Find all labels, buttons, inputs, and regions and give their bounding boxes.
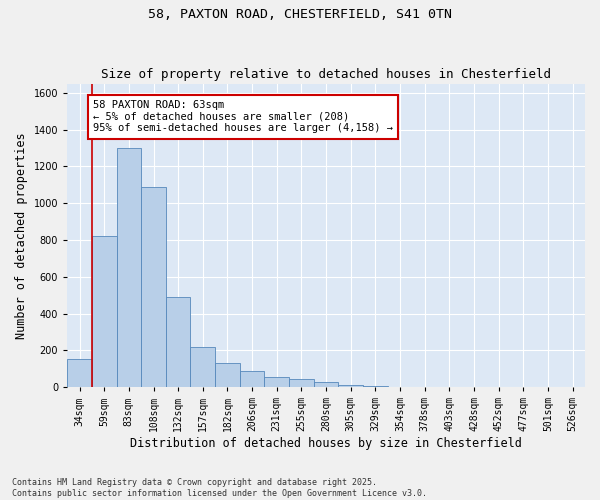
Bar xyxy=(116,148,141,387)
Bar xyxy=(166,297,190,387)
Title: Size of property relative to detached houses in Chesterfield: Size of property relative to detached ho… xyxy=(101,68,551,81)
Bar xyxy=(338,386,363,387)
Bar xyxy=(388,386,412,387)
Bar xyxy=(190,346,215,387)
Bar xyxy=(314,382,338,387)
X-axis label: Distribution of detached houses by size in Chesterfield: Distribution of detached houses by size … xyxy=(130,437,522,450)
Bar xyxy=(289,379,314,387)
Bar xyxy=(92,236,116,387)
Bar xyxy=(215,363,240,387)
Bar xyxy=(265,377,289,387)
Text: Contains HM Land Registry data © Crown copyright and database right 2025.
Contai: Contains HM Land Registry data © Crown c… xyxy=(12,478,427,498)
Text: 58 PAXTON ROAD: 63sqm
← 5% of detached houses are smaller (208)
95% of semi-deta: 58 PAXTON ROAD: 63sqm ← 5% of detached h… xyxy=(93,100,393,134)
Text: 58, PAXTON ROAD, CHESTERFIELD, S41 0TN: 58, PAXTON ROAD, CHESTERFIELD, S41 0TN xyxy=(148,8,452,20)
Bar xyxy=(363,386,388,387)
Y-axis label: Number of detached properties: Number of detached properties xyxy=(15,132,28,338)
Bar xyxy=(141,186,166,387)
Bar xyxy=(240,370,265,387)
Bar xyxy=(67,358,92,387)
